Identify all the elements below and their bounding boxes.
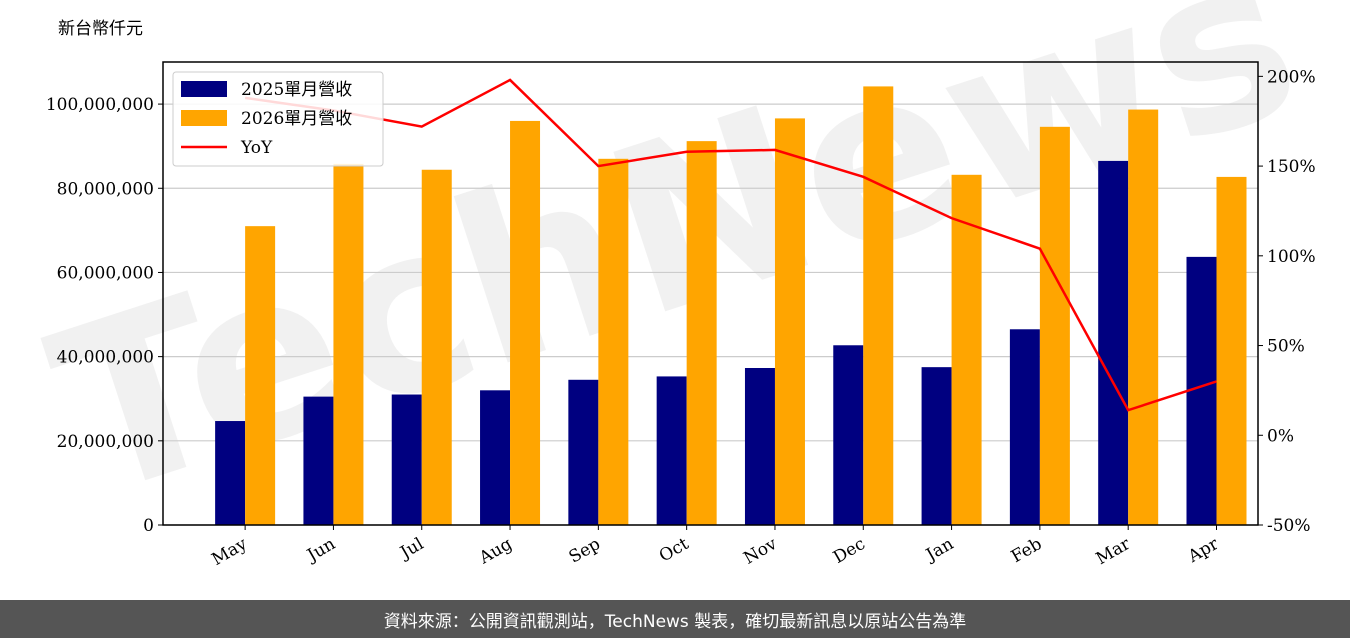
bar-2025-feb (1009, 329, 1040, 525)
bar-2025-jun (303, 396, 334, 525)
x-tick-label: Sep (566, 534, 604, 568)
bar-2025-mar (1098, 160, 1129, 525)
source-footer: 資料來源：公開資訊觀測站，TechNews 製表，確切最新訊息以原站公告為準 (0, 600, 1350, 638)
legend-label: YoY (240, 138, 273, 158)
bar-2025-jul (391, 394, 422, 525)
footer-text: 資料來源：公開資訊觀測站，TechNews 製表，確切最新訊息以原站公告為準 (383, 611, 967, 632)
bar-2025-nov (744, 368, 775, 525)
yoy-line (244, 78, 1217, 412)
legend-swatch (181, 110, 227, 126)
bar-2026-jul (421, 169, 452, 525)
legend-swatch (181, 81, 227, 97)
x-tick-label: Dec (830, 534, 869, 568)
bar-2026-jun (333, 163, 364, 526)
plot-frame (162, 61, 1259, 526)
bar-2025-jan (921, 367, 952, 525)
y-left-tick-label: 20,000,000 (57, 432, 154, 452)
x-tick-label: Nov (740, 534, 780, 569)
bar-2026-feb (1039, 126, 1070, 525)
y-right-tick-label: 100% (1267, 247, 1316, 267)
x-tick-label: Mar (1093, 534, 1135, 570)
x-tick-label: Apr (1184, 534, 1223, 568)
y-left-tick-label: 60,000,000 (57, 263, 154, 283)
y-axis-unit-label: 新台幣仟元 (58, 19, 143, 39)
y-right-tick-label: 200% (1267, 67, 1316, 87)
y-right-tick-label: 50% (1267, 337, 1305, 357)
bar-2026-dec (863, 86, 894, 526)
bar-2025-dec (833, 345, 864, 525)
bar-2026-nov (774, 118, 805, 525)
bar-2026-aug (510, 120, 541, 525)
bar-2025-sep (568, 379, 599, 525)
y-right-tick-label: -50% (1267, 516, 1311, 536)
bar-2026-apr (1216, 176, 1247, 525)
revenue-chart: TechNews May Jun Jul Aug Sep Oct Nov Dec Jan Feb M… (26, 0, 1326, 570)
bar-2026-mar (1128, 109, 1159, 525)
legend-label: 2026單月營收 (241, 109, 352, 129)
x-tick-label: Oct (656, 534, 692, 567)
y-left-tick-label: 0 (143, 516, 154, 536)
x-tick-label: May (208, 534, 251, 570)
bar-2026-jan (951, 174, 982, 525)
bar-2025-aug (480, 390, 511, 525)
x-tick-label: Jun (302, 534, 339, 567)
legend-label: 2025單月營收 (241, 80, 352, 100)
bar-2026-sep (598, 158, 629, 526)
x-tick-label: Jul (395, 534, 427, 564)
bar-2025-apr (1186, 256, 1217, 525)
x-tick-label: Feb (1008, 534, 1046, 567)
bar-2026-oct (686, 141, 717, 525)
bar-2026-may (245, 226, 276, 525)
y-right-tick-label: 0% (1267, 426, 1294, 446)
x-tick-label: Aug (475, 534, 516, 569)
bar-2025-may (215, 421, 246, 525)
bar-2025-oct (656, 376, 687, 525)
y-left-tick-label: 80,000,000 (57, 179, 154, 199)
y-left-tick-label: 40,000,000 (57, 348, 154, 368)
y-left-tick-label: 100,000,000 (46, 95, 154, 115)
x-tick-label: Jan (921, 534, 957, 566)
y-right-tick-label: 150% (1267, 157, 1316, 177)
